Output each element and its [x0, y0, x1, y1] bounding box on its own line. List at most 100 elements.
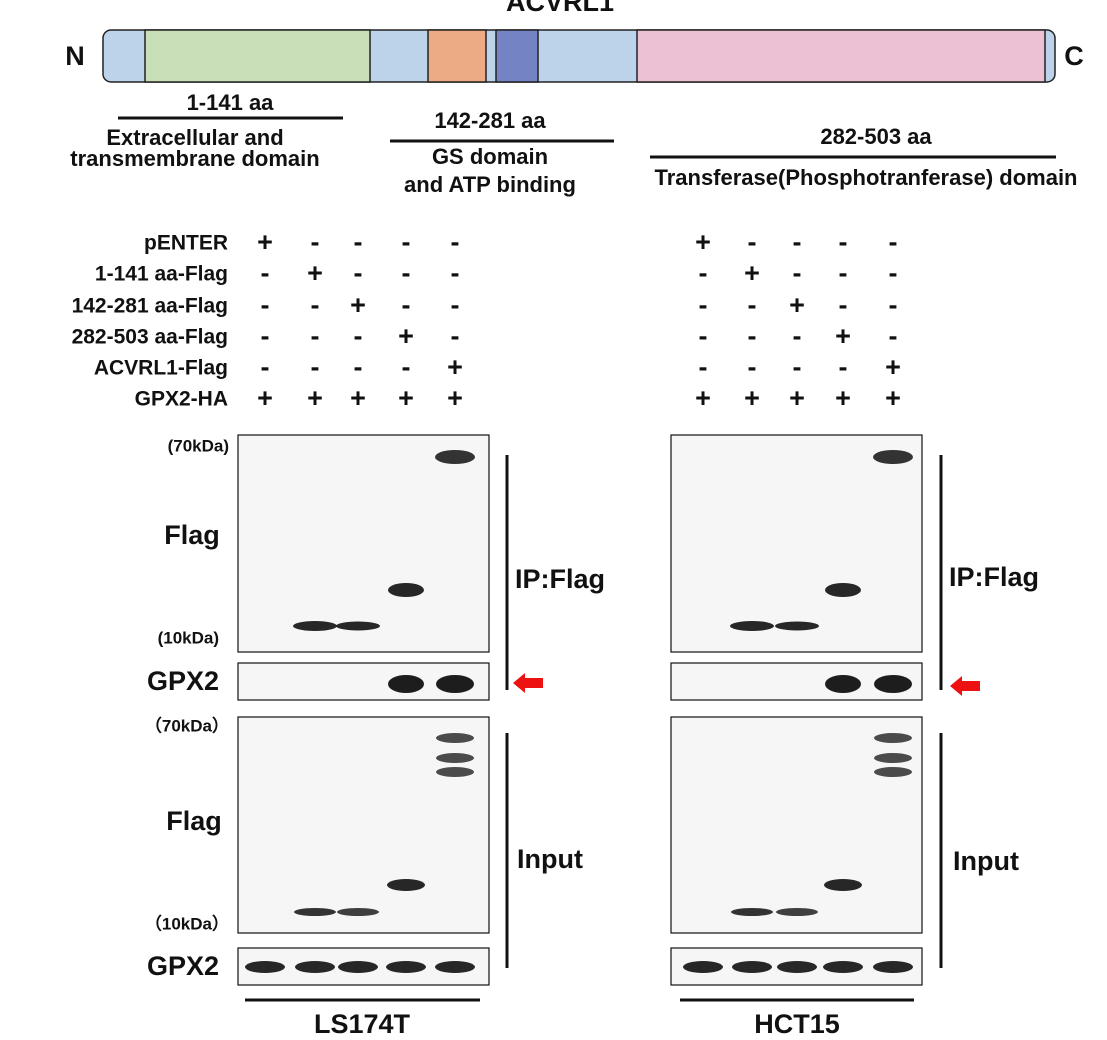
- sign: +: [350, 290, 366, 320]
- c-term: C: [1064, 41, 1084, 71]
- sign: -: [354, 227, 363, 257]
- marker: （10kDa）: [145, 913, 229, 933]
- sign: -: [699, 321, 708, 351]
- sign: -: [889, 290, 898, 320]
- sign: +: [789, 290, 805, 320]
- sign: -: [748, 227, 757, 257]
- sign: +: [695, 383, 711, 413]
- blot-box: [670, 434, 923, 653]
- n-term: N: [65, 41, 85, 71]
- domain-label: Transferase(Phosphotranferase) domain: [654, 165, 1077, 190]
- band: [730, 621, 774, 631]
- sign: +: [350, 383, 366, 413]
- band: [436, 767, 474, 777]
- domain-label: and ATP binding: [404, 172, 576, 197]
- blot-box: [237, 716, 490, 934]
- band: [338, 961, 378, 973]
- cell-line: HCT15: [754, 1009, 840, 1039]
- band: [823, 961, 863, 973]
- sign: +: [744, 383, 760, 413]
- band: [775, 621, 819, 631]
- band: [336, 621, 380, 631]
- domain-label: transmembrane domain: [70, 146, 319, 171]
- sign: -: [793, 258, 802, 288]
- sign: -: [354, 352, 363, 382]
- treatment-label: 1-141 aa-Flag: [95, 263, 228, 286]
- sign: +: [398, 321, 414, 351]
- sign: -: [699, 352, 708, 382]
- sign: -: [402, 227, 411, 257]
- band: [824, 879, 862, 891]
- sign: -: [839, 258, 848, 288]
- sign: -: [451, 258, 460, 288]
- sign: -: [793, 227, 802, 257]
- arrows: [513, 673, 980, 696]
- domain-range: 1-141 aa: [187, 90, 275, 115]
- domain-range: 142-281 aa: [434, 108, 546, 133]
- sign: +: [885, 352, 901, 382]
- sign: +: [398, 383, 414, 413]
- sign: -: [402, 290, 411, 320]
- sign: +: [835, 383, 851, 413]
- sign: +: [835, 321, 851, 351]
- domain-range: 282-503 aa: [820, 124, 932, 149]
- sign: -: [261, 258, 270, 288]
- input-label: Input: [517, 844, 583, 874]
- sign: -: [889, 227, 898, 257]
- sign: -: [354, 258, 363, 288]
- band: [731, 908, 773, 916]
- sign: -: [793, 321, 802, 351]
- protein-bar: [102, 29, 1056, 83]
- band: [874, 733, 912, 743]
- domain-label: GS domain: [432, 144, 548, 169]
- sign: -: [839, 227, 848, 257]
- treatment-label: GPX2-HA: [135, 388, 228, 411]
- sign: +: [257, 383, 273, 413]
- band: [874, 753, 912, 763]
- band: [873, 961, 913, 973]
- sign: +: [885, 383, 901, 413]
- treatment-label: ACVRL1-Flag: [94, 357, 228, 380]
- blot-label: Flag: [164, 520, 220, 550]
- sign: +: [447, 352, 463, 382]
- domain-lines: [118, 116, 1056, 1002]
- sign: -: [261, 321, 270, 351]
- sign: +: [257, 227, 273, 257]
- sign: -: [261, 352, 270, 382]
- sign: -: [793, 352, 802, 382]
- marker: （70kDa）: [145, 715, 229, 735]
- sign: -: [261, 290, 270, 320]
- band: [245, 961, 285, 973]
- band: [874, 675, 912, 693]
- band: [436, 753, 474, 763]
- sign: -: [748, 290, 757, 320]
- band: [874, 767, 912, 777]
- sign: -: [354, 321, 363, 351]
- marker: (70kDa): [168, 436, 229, 455]
- sign: -: [748, 352, 757, 382]
- blot-label: Flag: [166, 806, 222, 836]
- sign: -: [889, 321, 898, 351]
- input-label: Input: [953, 846, 1019, 876]
- sign: -: [402, 258, 411, 288]
- band: [825, 675, 861, 693]
- sign: -: [699, 290, 708, 320]
- band: [294, 908, 336, 916]
- band: [777, 961, 817, 973]
- sign: -: [451, 227, 460, 257]
- sign: -: [889, 258, 898, 288]
- sign: -: [451, 290, 460, 320]
- treatment-label: pENTER: [144, 232, 228, 255]
- band: [776, 908, 818, 916]
- cell-line: LS174T: [314, 1009, 411, 1039]
- band: [386, 961, 426, 973]
- sign: -: [311, 227, 320, 257]
- domain-label: Extracellular and: [106, 125, 283, 150]
- ip-label: IP:Flag: [515, 564, 605, 594]
- band: [436, 675, 474, 693]
- sign: -: [748, 321, 757, 351]
- band: [825, 583, 861, 597]
- ip-label: IP:Flag: [949, 562, 1039, 592]
- band: [295, 961, 335, 973]
